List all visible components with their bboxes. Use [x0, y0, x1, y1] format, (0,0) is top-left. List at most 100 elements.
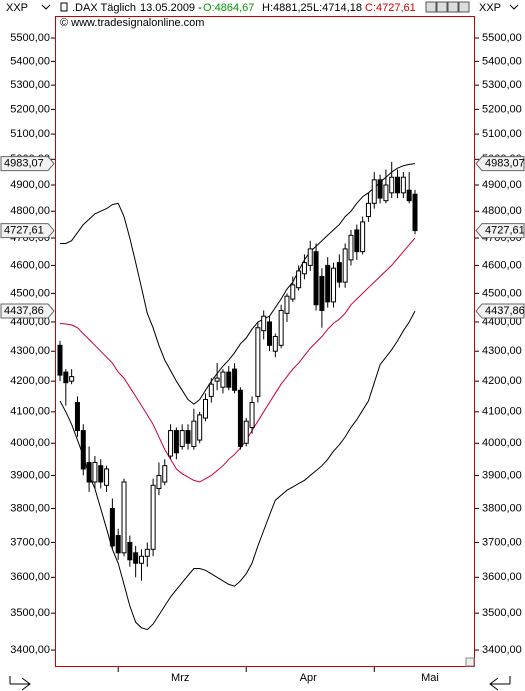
y-tick-label: 4100,00: [482, 406, 522, 418]
price-marker: [475, 303, 525, 319]
dropdown-icon[interactable]: [41, 4, 51, 10]
dropdown-icon[interactable]: [509, 4, 519, 10]
candle-body: [232, 368, 238, 391]
candle-body: [290, 284, 296, 300]
button-restore[interactable]: [447, 1, 459, 13]
candle-body: [284, 295, 290, 314]
y-tick-label: 4200,00: [482, 375, 522, 387]
window-buttons[interactable]: [425, 1, 470, 13]
y-tick-label: 4900,00: [10, 179, 50, 191]
button-close[interactable]: [458, 1, 470, 13]
y-tick-label: 3800,00: [10, 502, 50, 514]
candle-body: [383, 184, 389, 202]
candle-body: [249, 402, 255, 428]
y-tick-label: 4900,00: [482, 179, 522, 191]
price-label: 4727,61: [4, 224, 44, 236]
price-label: 4727,61: [485, 224, 525, 236]
candle: [278, 304, 284, 349]
candle: [400, 172, 406, 199]
candle-body: [237, 389, 243, 447]
candle: [168, 424, 174, 460]
y-tick-label: 4500,00: [10, 287, 50, 299]
button-right[interactable]: [436, 1, 448, 13]
y-tick-label: 4300,00: [482, 345, 522, 357]
candle-body: [80, 430, 86, 470]
candle-body: [173, 430, 179, 454]
candle: [301, 254, 307, 280]
y-tick-label: 4000,00: [10, 437, 50, 449]
candle-body: [261, 315, 267, 332]
candle-body: [138, 555, 144, 564]
y-tick-label: 3900,00: [482, 469, 522, 481]
candle-body: [267, 321, 273, 346]
candle-body: [74, 402, 80, 432]
candle-body: [168, 430, 174, 457]
candle: [156, 462, 162, 496]
candle: [133, 545, 139, 578]
candle-body: [307, 248, 313, 266]
candle: [360, 216, 366, 255]
candle-body: [86, 461, 92, 483]
button-left[interactable]: [425, 1, 437, 13]
instrument: .DAX Täglich: [72, 2, 136, 14]
candle: [406, 172, 412, 204]
price-label: 4437,86: [4, 305, 44, 317]
candle: [179, 424, 185, 450]
price-label: 4983,07: [485, 158, 525, 170]
candle: [226, 366, 232, 391]
symbol-left[interactable]: XXP: [6, 2, 28, 14]
y-tick-label: 4200,00: [10, 375, 50, 387]
candle-body: [365, 202, 371, 218]
plot-border: [55, 16, 475, 667]
candle-body: [406, 189, 412, 202]
scroll-arrow-right[interactable]: [489, 676, 511, 691]
candle-body: [98, 465, 104, 483]
y-tick-label: 3500,00: [482, 607, 522, 619]
candle: [92, 456, 98, 489]
symbol-right[interactable]: XXP: [479, 2, 501, 14]
y-tick-label: 4500,00: [482, 287, 522, 299]
price-marker: [475, 156, 525, 172]
y-tick-label: 5300,00: [482, 79, 522, 91]
candle-body: [255, 327, 261, 397]
band-line: [60, 163, 416, 405]
candle-body: [278, 309, 284, 346]
candle-body: [331, 267, 337, 303]
y-tick-label: 4800,00: [482, 205, 522, 217]
candle: [249, 396, 255, 434]
candle-body: [296, 270, 302, 289]
y-tick-label: 5500,00: [482, 32, 522, 44]
y-tick-label: 4000,00: [482, 437, 522, 449]
candle-body: [325, 264, 331, 303]
candle-body: [313, 251, 319, 306]
y-tick-label: 5100,00: [10, 128, 50, 140]
candle-body: [371, 179, 377, 204]
candle: [412, 189, 418, 235]
candle: [74, 396, 80, 437]
candle-body: [272, 336, 278, 352]
candle-body: [377, 179, 383, 199]
y-tick-label: 3700,00: [482, 536, 522, 548]
band-line: [59, 310, 416, 631]
candle-body: [121, 481, 127, 554]
y-tick-label: 5100,00: [482, 128, 522, 140]
candle-body: [208, 383, 214, 397]
candle-body: [202, 398, 208, 419]
candle-body: [412, 193, 418, 232]
resize-grip[interactable]: [465, 657, 475, 667]
y-tick-label: 3400,00: [10, 644, 50, 656]
y-tick-label: 5300,00: [10, 79, 50, 91]
y-tick-label: 4300,00: [10, 345, 50, 357]
candle-body: [69, 376, 75, 382]
candle: [290, 276, 296, 302]
x-tick-label: Mrz: [171, 672, 189, 684]
candle-body: [144, 548, 150, 557]
x-tick-label: Apr: [300, 672, 317, 684]
scroll-arrow-left[interactable]: [9, 676, 31, 691]
candle: [331, 262, 337, 308]
candle-body: [319, 276, 325, 311]
candle-body: [191, 420, 197, 447]
candle: [296, 265, 302, 291]
candle: [144, 542, 150, 567]
y-tick-label: 5400,00: [482, 55, 522, 67]
